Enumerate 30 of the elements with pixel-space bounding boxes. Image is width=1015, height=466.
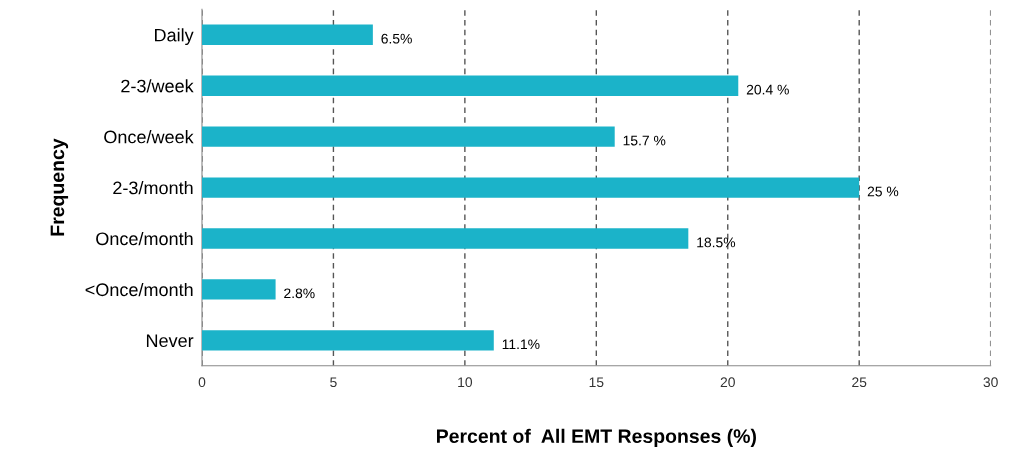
data-label: 6.5% xyxy=(381,33,412,44)
x-tick-label: 25 xyxy=(852,377,867,388)
y-tick-label: Once/month xyxy=(96,231,193,246)
x-tick-label: 20 xyxy=(720,377,735,388)
bar xyxy=(201,330,494,351)
data-label: 15.7 % xyxy=(623,135,666,146)
x-tick-label: 30 xyxy=(983,377,998,388)
data-label: 25 % xyxy=(867,186,899,197)
data-label: 11.1% xyxy=(502,339,540,350)
y-tick-label: <Once/month xyxy=(85,282,193,297)
y-tick-label: Never xyxy=(146,334,194,348)
bar xyxy=(201,126,615,147)
x-tick-label: 15 xyxy=(589,377,604,388)
bar xyxy=(201,24,373,45)
bar xyxy=(201,279,276,300)
x-tick-label: 10 xyxy=(458,377,473,388)
data-label: 2.8% xyxy=(284,288,315,299)
x-tick-label: 0 xyxy=(198,377,206,388)
x-axis-title: Percent of All EMT Responses (%) xyxy=(437,428,756,447)
data-label: 18.5% xyxy=(697,237,736,248)
y-tick-label: Daily xyxy=(155,28,194,46)
y-tick-label: Once/week xyxy=(104,130,194,144)
y-tick-label: 2-3/month xyxy=(113,181,193,195)
y-tick-label: 2-3/week xyxy=(121,79,194,93)
data-label: 20.4 % xyxy=(746,84,789,95)
y-axis-title: Frequency xyxy=(50,138,69,236)
x-tick-label: 5 xyxy=(330,377,337,388)
bar xyxy=(201,177,860,198)
bar xyxy=(201,228,689,249)
bar xyxy=(201,75,739,96)
